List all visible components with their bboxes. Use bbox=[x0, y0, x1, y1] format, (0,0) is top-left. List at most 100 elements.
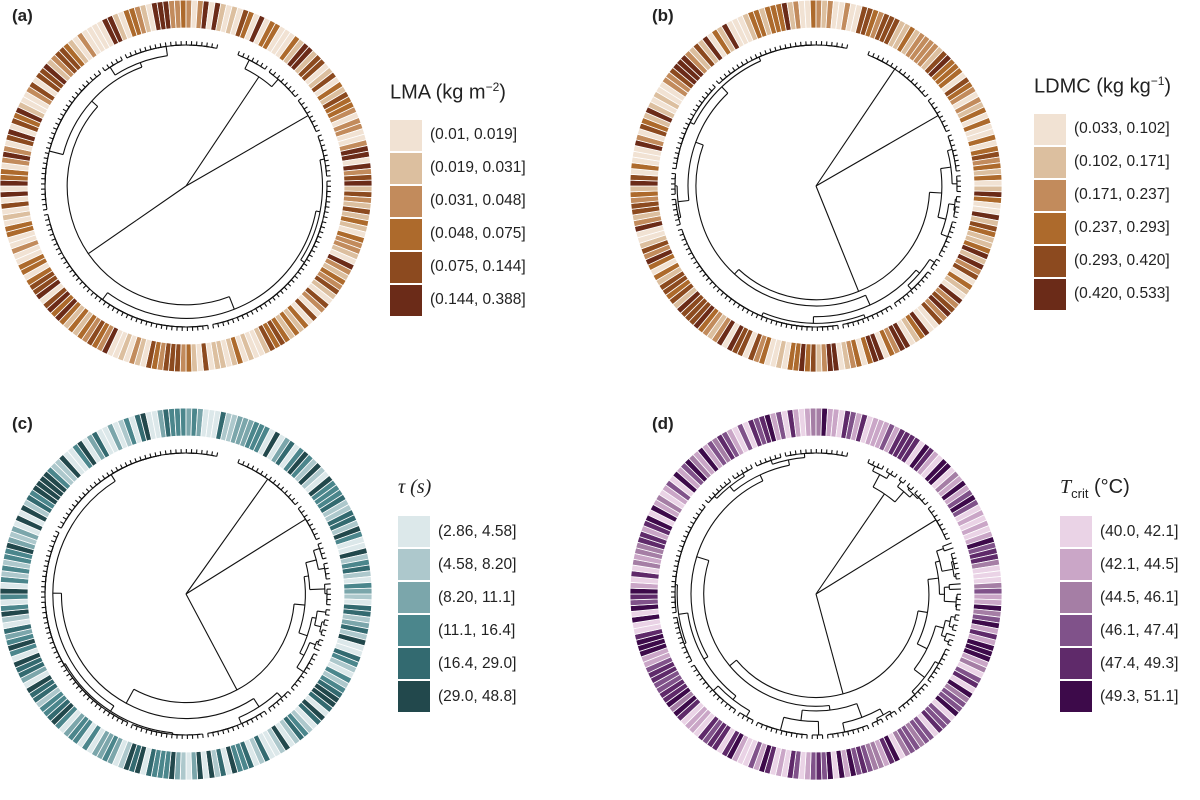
tree-branch bbox=[63, 517, 66, 519]
tree-branch bbox=[936, 667, 939, 669]
tree-branch bbox=[315, 625, 321, 627]
tree-branch bbox=[102, 293, 107, 300]
tree-branch bbox=[935, 561, 939, 562]
tree-branch bbox=[954, 625, 958, 626]
legend-label: (0.031, 0.048] bbox=[430, 192, 526, 210]
legend-label: (0.01, 0.019] bbox=[430, 126, 517, 144]
tree-branch bbox=[786, 732, 787, 736]
tree-branch bbox=[712, 84, 715, 87]
tree-branch bbox=[321, 227, 325, 228]
tree-branch bbox=[151, 323, 152, 327]
tree-branch bbox=[886, 60, 888, 63]
legend-item: (4.58, 8.20] bbox=[398, 548, 516, 581]
tree-branch bbox=[82, 84, 85, 87]
tree-branch bbox=[941, 234, 948, 237]
ring-segment bbox=[0, 186, 28, 192]
tree-branch bbox=[161, 733, 162, 737]
legend-item: (16.4, 29.0] bbox=[398, 647, 516, 680]
legend-swatch bbox=[390, 219, 422, 250]
tree-branch bbox=[318, 568, 324, 569]
tree-branch bbox=[675, 627, 679, 628]
tree-branch bbox=[76, 686, 79, 689]
tree-branch bbox=[312, 617, 316, 618]
tree-branch bbox=[165, 42, 166, 46]
tree-branch bbox=[737, 65, 739, 68]
tree-branch bbox=[326, 165, 330, 166]
tree-branch bbox=[869, 69, 895, 107]
tree-branch bbox=[903, 72, 905, 75]
tree-branch bbox=[943, 543, 952, 546]
tree-branch bbox=[714, 496, 716, 498]
tree-branch bbox=[674, 214, 678, 215]
tree-branch bbox=[899, 300, 901, 303]
legend-item: (0.420, 0.533] bbox=[1034, 278, 1171, 311]
tree-branch bbox=[674, 158, 678, 159]
ring-segment bbox=[0, 594, 28, 600]
tree-branch bbox=[92, 101, 98, 106]
tree-branch bbox=[678, 551, 682, 552]
tree-branch bbox=[63, 109, 66, 111]
tree-branch bbox=[140, 457, 141, 461]
tree-branch bbox=[790, 451, 791, 455]
tree-branch bbox=[166, 326, 167, 330]
tree-branch bbox=[298, 680, 301, 682]
tree-branch bbox=[939, 524, 943, 526]
tree-branch bbox=[737, 473, 739, 476]
ring-segment bbox=[816, 752, 822, 780]
tree-branch bbox=[325, 207, 329, 208]
tree-branch bbox=[954, 155, 958, 156]
tree-arc bbox=[52, 99, 75, 142]
tree-branch bbox=[304, 576, 308, 577]
tree-branch bbox=[674, 622, 678, 623]
tree-branch bbox=[91, 292, 94, 295]
tree-branch bbox=[673, 163, 677, 164]
tree-branch bbox=[899, 708, 901, 711]
tree-branch bbox=[738, 305, 740, 308]
tree-branch bbox=[724, 482, 727, 485]
tree-branch bbox=[696, 105, 699, 107]
tree-branch bbox=[131, 724, 133, 728]
tree-branch bbox=[213, 732, 214, 736]
tree-branch bbox=[945, 620, 950, 621]
tree-branch bbox=[741, 470, 743, 473]
tree-branch bbox=[324, 625, 328, 626]
tree-branch bbox=[323, 558, 327, 559]
tree-branch bbox=[277, 116, 308, 134]
tree-branch bbox=[243, 461, 245, 465]
legend-swatch bbox=[1034, 147, 1066, 178]
panel-c: (c) τ (s) (2.86, 4.58](4.58, 8.20](8.20,… bbox=[0, 408, 600, 800]
tree-branch bbox=[291, 688, 294, 691]
tree-branch bbox=[186, 134, 277, 186]
tree-branch bbox=[260, 306, 262, 309]
ring-segment bbox=[630, 186, 658, 192]
tree-branch bbox=[45, 627, 49, 628]
tree-branch bbox=[925, 94, 928, 97]
tree-branch bbox=[247, 463, 249, 467]
tree-branch bbox=[223, 730, 224, 734]
tree-branch bbox=[747, 718, 749, 722]
legend-swatch bbox=[1060, 516, 1092, 547]
tree-branch bbox=[770, 457, 771, 461]
tree-branch bbox=[681, 133, 685, 134]
ring-segment bbox=[816, 344, 822, 372]
tree-branch bbox=[951, 553, 955, 554]
legend-label: (2.86, 4.58] bbox=[438, 523, 516, 541]
tree-branch bbox=[947, 633, 955, 635]
tree-branch bbox=[56, 248, 60, 250]
tree-branch bbox=[914, 669, 924, 677]
tree-branch bbox=[277, 483, 280, 486]
tree-branch bbox=[949, 626, 953, 627]
tree-branch bbox=[247, 721, 249, 725]
tree-branch bbox=[880, 709, 883, 715]
phylogeny-tree bbox=[41, 449, 331, 739]
tree-branch bbox=[685, 531, 689, 533]
tree-branch bbox=[771, 460, 772, 464]
tree-branch bbox=[317, 611, 326, 612]
tree-branch bbox=[732, 67, 734, 70]
tree-branch bbox=[66, 513, 69, 515]
tree-branch bbox=[771, 320, 772, 324]
tree-branch bbox=[684, 643, 686, 644]
tree-branch bbox=[103, 302, 105, 305]
ring-segment bbox=[180, 0, 186, 28]
tree-branch bbox=[702, 96, 705, 98]
